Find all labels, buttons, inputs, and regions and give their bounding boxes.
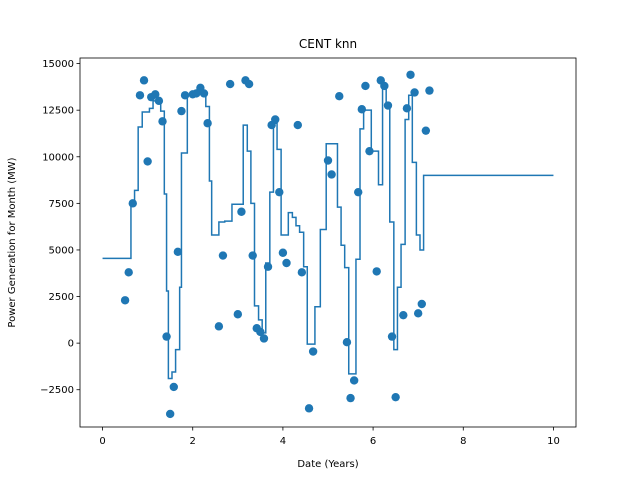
y-tick-label: 0 [68,339,74,350]
x-tick-label: 2 [190,436,196,447]
scatter-point [365,146,374,156]
y-tick-label: 15000 [42,59,74,70]
scatter-point [180,91,190,100]
scatter-point [218,251,228,260]
scatter-point [421,126,431,135]
scatter-point [259,334,269,343]
x-axis-title: Date (Years) [297,459,358,470]
axes-frame [79,57,577,428]
x-tick-label: 10 [547,436,560,447]
x-tick-label: 0 [99,436,105,447]
scatter-point [120,296,130,305]
scatter-point [237,207,246,216]
scatter-point [278,248,288,257]
y-tick-label: 12500 [42,106,74,117]
scatter-point [139,76,149,85]
y-axis-title: Power Generation for Month (MW) [7,157,18,327]
scatter-point [387,332,397,341]
scatter-point [165,409,175,419]
y-axis-ticks: −2500 0 2500 5000 7500 10000 12500 15000 [40,59,80,396]
scatter-point [342,338,352,347]
scatter-point [135,91,145,100]
x-axis-ticks: 0 2 4 6 8 10 [99,427,560,447]
scatter-point [383,101,393,110]
scatter-point [128,199,137,208]
scatter-point [154,96,164,106]
scatter-point [248,251,257,260]
scatter-point [308,347,318,356]
scatter-point [399,310,408,320]
y-tick-label: 5000 [49,245,74,256]
scatter-point [335,92,344,101]
scatter-point [158,117,167,126]
scatter-point [354,187,363,197]
scatter-point [410,88,419,97]
scatter-point [199,89,209,98]
scatter-point [256,327,265,337]
scatter-point [380,81,389,91]
y-tick-label: −2500 [40,385,74,396]
scatter-point [177,106,186,116]
scatter-point [169,382,178,392]
scatter-point [391,392,400,402]
scatter-point [124,268,133,277]
scatter-point [203,119,212,128]
scatter-point [151,90,160,99]
scatter-point [327,170,336,179]
scatter-point [372,267,381,276]
scatter-point [162,332,171,341]
scatter-point [293,120,302,130]
scatter-point [357,105,367,114]
scatter-point [402,104,412,113]
scatter-point [406,70,415,79]
scatter-point [304,404,314,413]
scatter-point [349,376,359,385]
x-tick-label: 4 [280,436,286,447]
scatter-point [143,157,152,166]
scatter-point [413,309,423,318]
scatter-point [275,187,284,197]
chart-title: CENT knn [299,37,357,51]
scatter-point [263,262,273,271]
scatter-point [425,86,434,95]
scatter-point [214,322,224,331]
y-tick-label: 7500 [49,199,74,210]
y-tick-label: 2500 [49,292,74,303]
scatter-point [282,258,291,268]
scatter-point [361,81,370,91]
scatter-point [271,115,280,124]
scatter-point [225,79,235,89]
x-tick-label: 6 [370,436,376,447]
scatter-point [346,393,355,403]
scatter-point [297,268,307,277]
x-tick-label: 8 [460,436,466,447]
data-marks [102,70,554,419]
scatter-point [244,79,254,89]
scatter-point [233,310,243,319]
scatter-point [323,156,333,165]
scatter-point [417,299,426,309]
y-tick-label: 10000 [42,152,74,163]
scatter-point [173,247,183,257]
